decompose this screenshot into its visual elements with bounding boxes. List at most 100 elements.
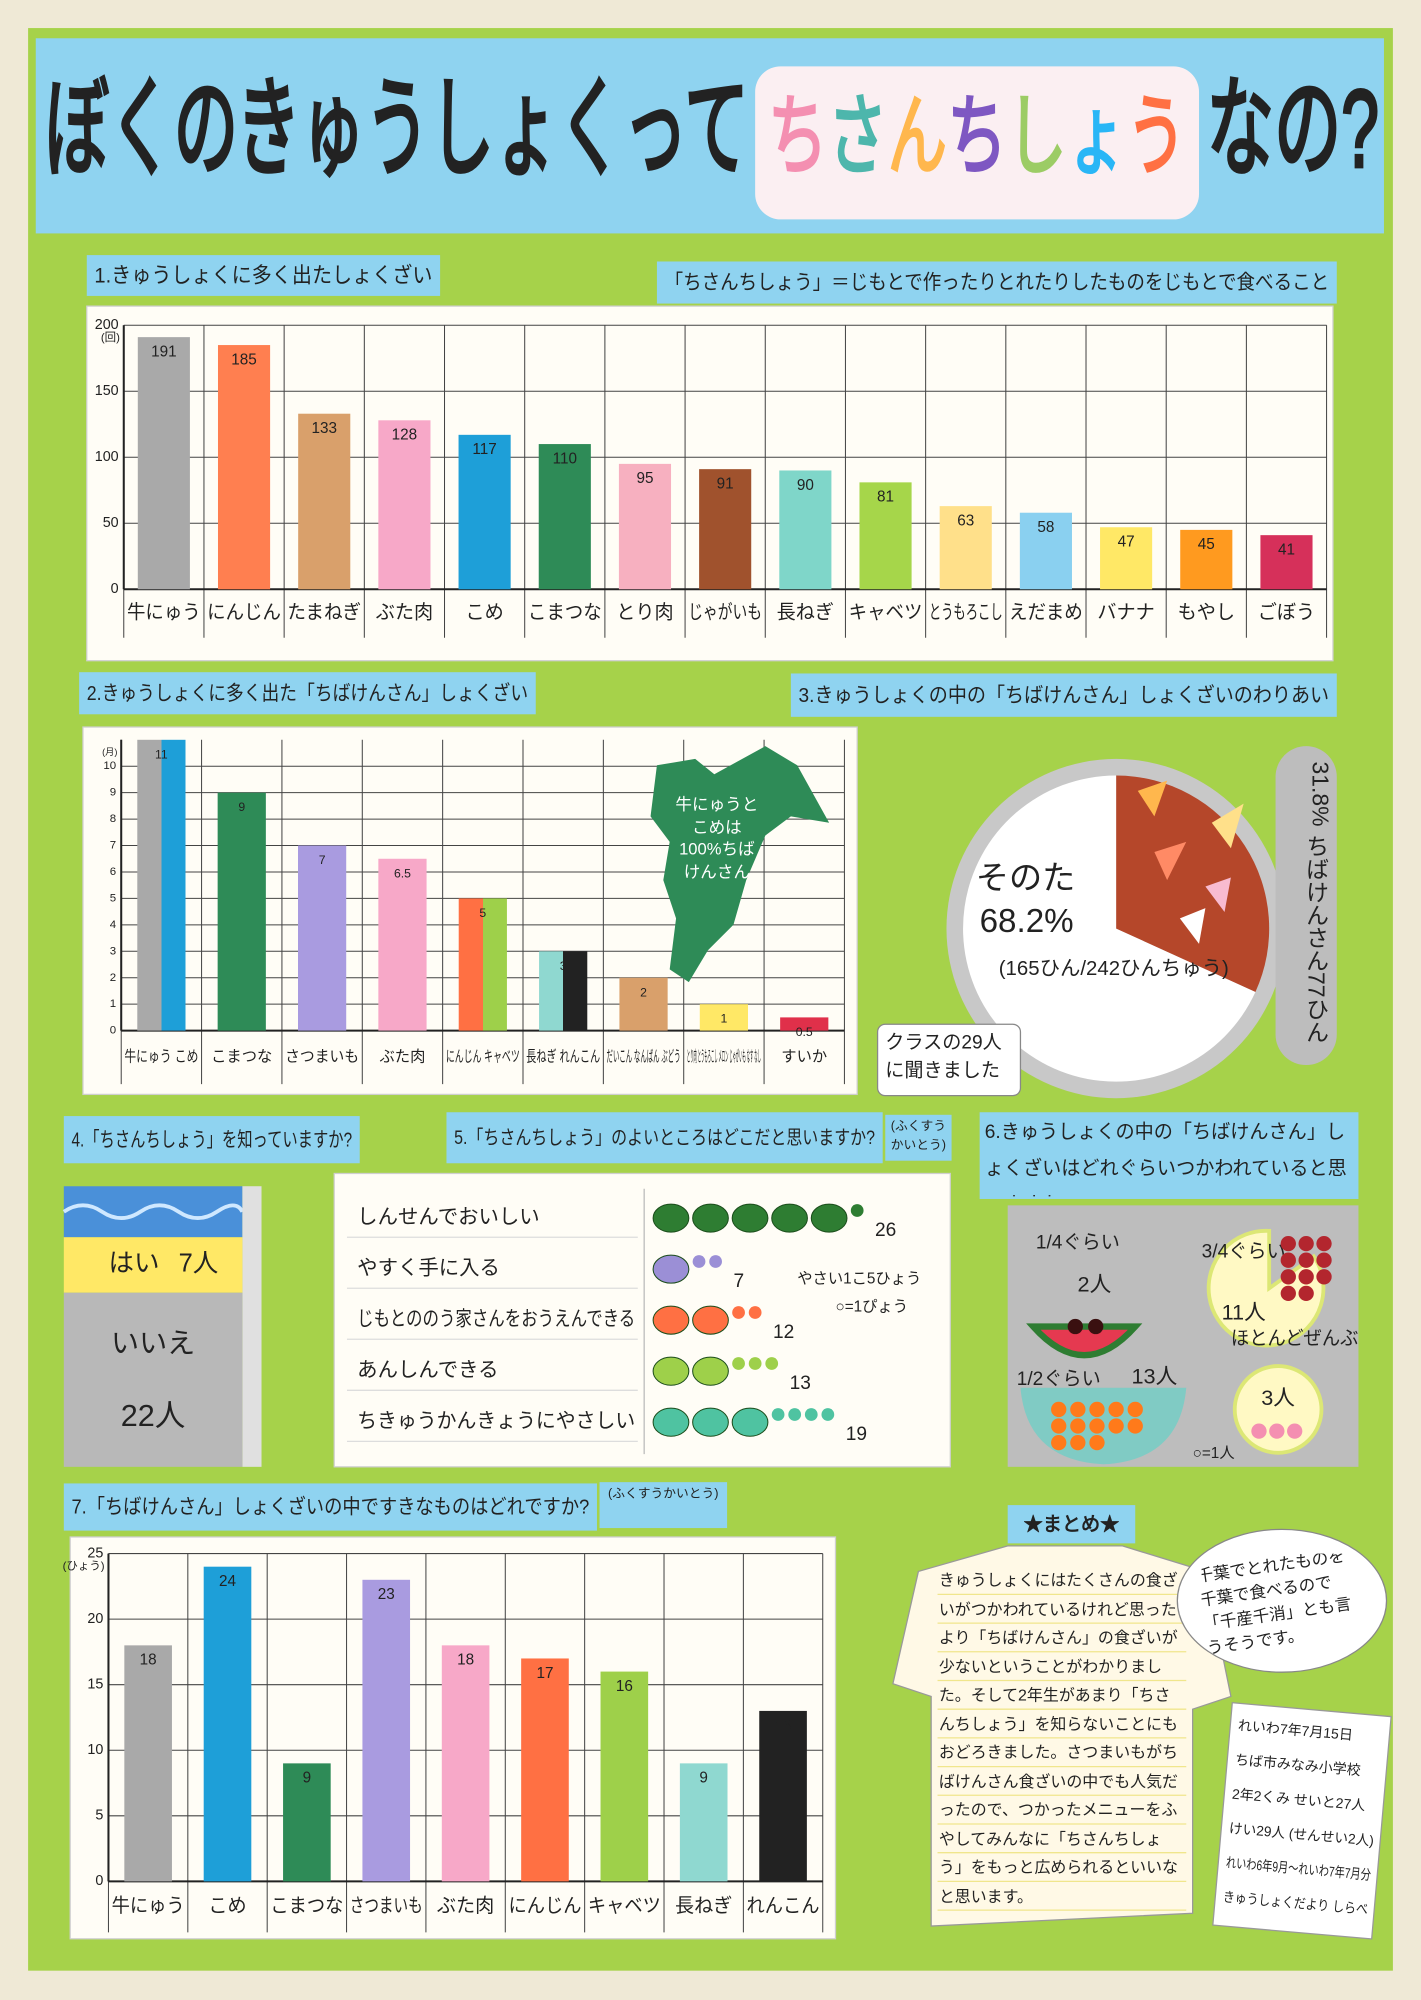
value-label: 2	[640, 985, 647, 999]
dot	[804, 1408, 818, 1421]
y-axis-label: (ひょう)	[63, 1559, 105, 1572]
veg-icon	[692, 1203, 729, 1233]
bar	[378, 420, 431, 590]
value-label: 91	[717, 476, 734, 493]
title-tab	[790, 673, 1337, 717]
dot	[748, 1357, 762, 1370]
value-label: 81	[877, 489, 894, 506]
row-label: ちきゅうかんきょうにやさしい	[357, 1411, 635, 1433]
value-label: 11	[155, 747, 168, 761]
value-label: 9	[303, 1770, 312, 1787]
icon-group	[652, 1356, 779, 1386]
value-label: 13	[790, 1373, 811, 1394]
y-tick-label: 0	[111, 581, 119, 597]
y-tick-label: 200	[95, 317, 119, 333]
veg-icon	[652, 1305, 690, 1335]
chart-title: 1.きゅうしょくに多く出たしょくざい	[94, 263, 432, 288]
dot	[1287, 1423, 1303, 1439]
bar	[780, 1017, 829, 1031]
spoon-handle	[1275, 746, 1337, 1066]
decoration	[1179, 908, 1206, 944]
bar	[679, 1763, 728, 1882]
row-label: やすく手に入る	[357, 1257, 500, 1280]
x-tick-label: キャベツ	[588, 1896, 661, 1917]
y-tick-label: 9	[110, 787, 116, 799]
value-label: 26	[875, 1220, 896, 1241]
x-tick-label: ぶた肉	[380, 1048, 426, 1065]
legend-label: やさい1こ5ひょう	[797, 1270, 921, 1287]
value-label: 68.2%	[980, 903, 1074, 940]
title-tab	[656, 261, 1337, 304]
dot	[850, 1204, 864, 1217]
summary-tab	[1007, 1505, 1136, 1544]
value-label: 47	[1118, 534, 1135, 551]
dot	[1051, 1418, 1067, 1434]
dot-group	[1251, 1423, 1303, 1439]
summary-label: ★まとめ★	[1024, 1514, 1120, 1536]
y-tick-label: 10	[87, 1742, 103, 1758]
icon-group	[652, 1305, 762, 1335]
veg-icon	[692, 1305, 729, 1335]
x-tick-label: キャベツ	[849, 603, 923, 624]
bar	[759, 1710, 807, 1882]
category-label: ちばけんさん77ひん	[1303, 834, 1330, 1044]
dot	[709, 1255, 722, 1268]
value-label: 90	[797, 477, 814, 494]
bar	[298, 845, 347, 1031]
title-tab	[79, 672, 536, 715]
dot	[692, 1255, 706, 1268]
dot	[1070, 1418, 1086, 1434]
y-axis-label: (月)	[102, 747, 117, 757]
x-tick-label: とうもろこし	[929, 603, 1003, 624]
dot	[1280, 1252, 1296, 1268]
y-tick-label: 15	[87, 1676, 103, 1692]
chart-title: 「ちさんちしょう」＝じもとで作ったりとれたりしたものをじもとで食べること	[665, 271, 1330, 294]
x-tick-label: えだまめ	[1009, 603, 1083, 624]
dot	[732, 1357, 745, 1370]
x-tick-label: れんこん	[747, 1896, 820, 1917]
value-label: 128	[392, 427, 418, 444]
shirt	[892, 1545, 1232, 1927]
chart-title: 3.きゅうしょくの中の「ちばけんさん」しょくざいのわりあい	[799, 683, 1330, 707]
y-tick-label: 100	[95, 449, 119, 465]
y-tick-label: 5	[110, 892, 116, 904]
veg-icon	[731, 1203, 769, 1233]
y-tick-label: 2	[110, 972, 116, 984]
value-label: 5	[479, 906, 486, 920]
pie-slice	[963, 775, 1256, 1082]
chart-subtitle-frame: (ふくすうかいとう)	[891, 1120, 946, 1153]
value-label: 24	[219, 1573, 237, 1590]
bar	[1100, 527, 1153, 590]
title-tab	[979, 1112, 1359, 1199]
dot	[1089, 1434, 1105, 1451]
y-tick-label: 0	[110, 1025, 116, 1037]
y-tick-label: 8	[110, 813, 116, 825]
bar	[298, 413, 351, 590]
bar	[699, 1004, 748, 1031]
chart-title: 5.「ちさんちしょう」のよいところはどこだと思いますか?	[454, 1127, 875, 1149]
y-tick-label: 7	[110, 840, 116, 852]
x-tick-label: ごぼう	[1258, 602, 1315, 624]
veg-icon	[652, 1356, 690, 1386]
bar	[203, 1566, 252, 1882]
title-tab	[446, 1112, 883, 1164]
x-tick-label: たまねぎ	[287, 602, 361, 624]
value-label: 17	[536, 1665, 553, 1682]
title-tab	[86, 255, 441, 296]
y-tick-label: 10	[103, 760, 116, 772]
dot	[1280, 1285, 1296, 1302]
value-label: 63	[957, 512, 974, 529]
veg-icon	[652, 1203, 690, 1233]
chart-panel	[333, 1172, 951, 1468]
bar	[521, 1658, 569, 1882]
x-tick-label: もやし	[1178, 602, 1235, 624]
y-tick-label: 1	[110, 998, 116, 1010]
x-tick-label: 長ねぎ れんこん	[526, 1048, 600, 1065]
x-tick-label: 牛にゅう	[127, 602, 201, 624]
x-tick-label: さつまいも	[285, 1048, 359, 1065]
dot	[1089, 1401, 1105, 1418]
dot	[1070, 1434, 1086, 1451]
x-tick-label: こめ	[465, 603, 503, 624]
map-annotation: 牛にゅうとこめは100%ちばけんさん	[675, 794, 759, 881]
